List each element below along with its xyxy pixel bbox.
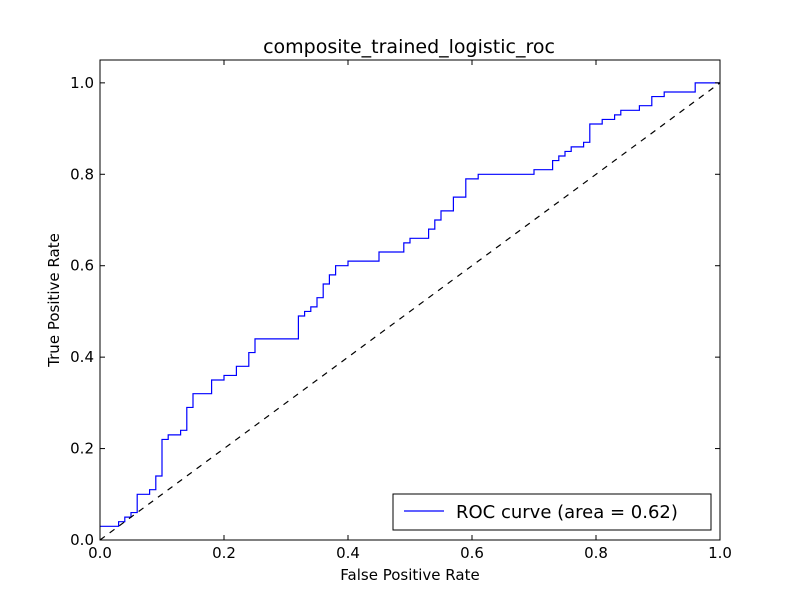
tick-layer: 0.0 0.2 0.4 0.6 0.8 1.0 0.0 0.2 0.4 0.6 0.8 1.0: [70, 60, 732, 562]
x-tick-label: 0.2: [212, 544, 236, 562]
chart-title: composite_trained_logistic_roc: [263, 36, 555, 58]
x-tick-label: 0.0: [88, 544, 112, 562]
x-tick-label: 0.8: [584, 544, 608, 562]
legend: ROC curve (area = 0.62): [392, 493, 712, 531]
y-tick-label: 0.0: [70, 531, 94, 549]
legend-box: [392, 493, 712, 531]
x-axis-label: False Positive Rate: [340, 566, 479, 584]
legend-label: ROC curve (area = 0.62): [456, 502, 678, 523]
plot-background: [100, 60, 720, 540]
plot-area: 0.0 0.2 0.4 0.6 0.8 1.0 0.0 0.2 0.4 0.6 0.8 1.0: [70, 59, 732, 562]
x-tick-label: 0.6: [460, 544, 484, 562]
x-tick-label: 1.0: [708, 544, 732, 562]
y-tick-label: 0.8: [70, 165, 94, 183]
x-tick-label: 0.4: [336, 544, 360, 562]
y-tick-label: 0.6: [70, 257, 94, 275]
chance-diagonal-line: [99, 82, 721, 541]
roc-curve-line: [100, 82, 720, 527]
y-tick-label: 0.4: [70, 348, 94, 366]
y-axis-label: True Positive Rate: [45, 233, 63, 368]
y-tick-label: 1.0: [70, 74, 94, 92]
plot-frame: [99, 59, 721, 541]
series-layer: [99, 82, 721, 541]
y-tick-label: 0.2: [70, 440, 94, 458]
